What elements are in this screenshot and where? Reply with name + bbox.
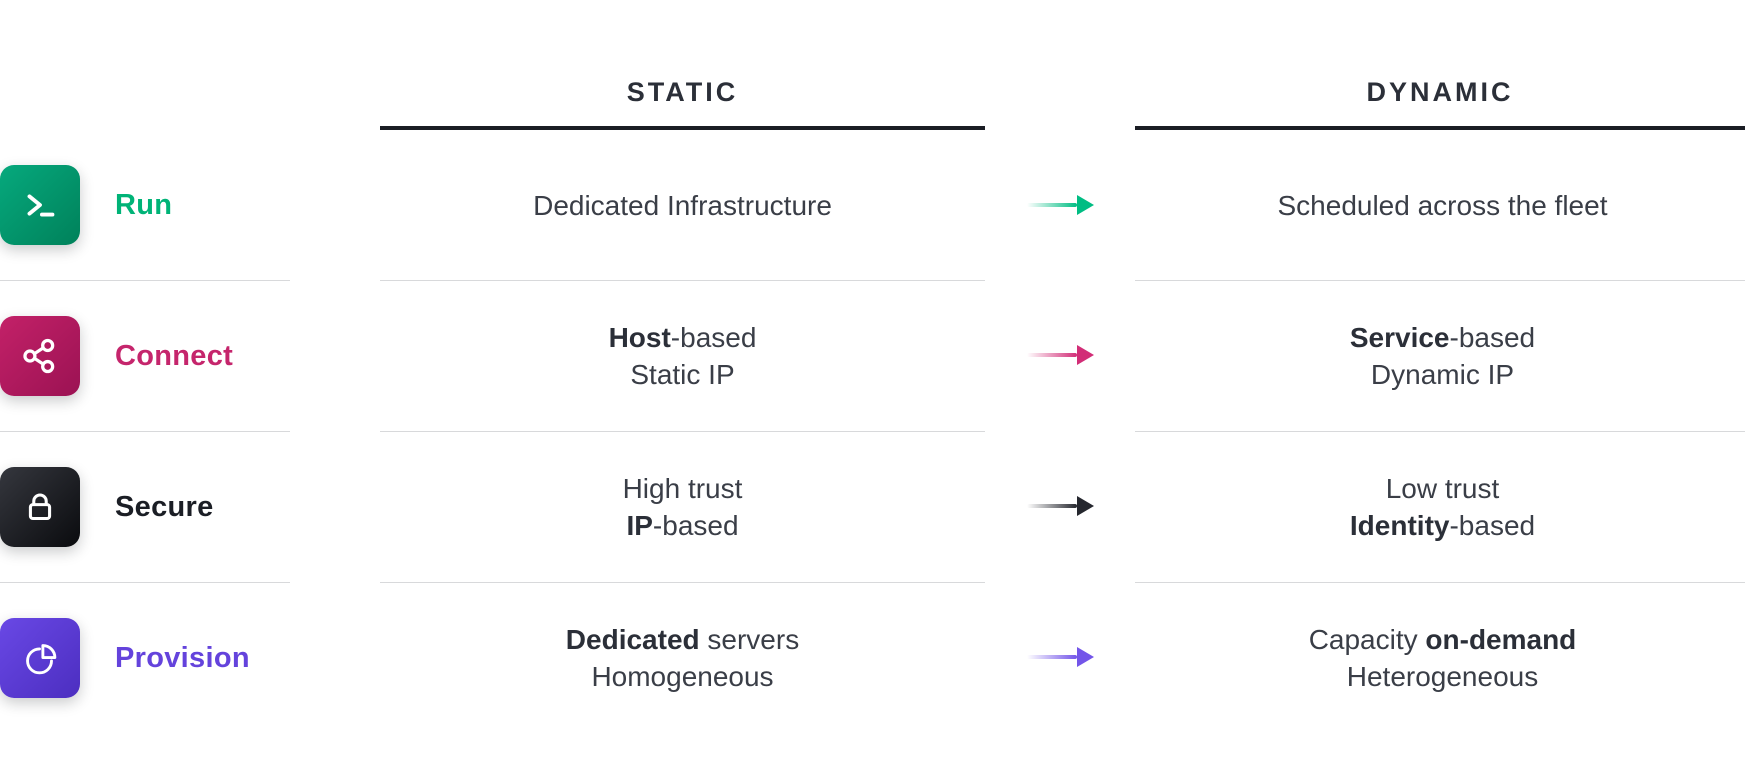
column-spacer	[290, 582, 380, 732]
secure-dynamic-line: Low trust	[1386, 470, 1500, 507]
bold-text-segment: Service	[1349, 322, 1450, 353]
text-segment: -based	[1449, 510, 1536, 541]
arrow-head	[1076, 647, 1094, 667]
bold-text-segment: Host	[608, 322, 671, 353]
row-connect-label-cell: Connect	[0, 280, 290, 431]
row-run-label-cell: Run	[0, 130, 290, 280]
connect-arrow-cell	[985, 280, 1135, 430]
arrow-tail	[1026, 203, 1077, 207]
header-spacer	[0, 50, 290, 130]
arrow-head	[1076, 496, 1094, 516]
connect-static-line: Static IP	[630, 356, 734, 393]
text-segment: Heterogeneous	[1346, 661, 1539, 692]
run-arrow-cell	[985, 130, 1135, 280]
row-label-run: Run	[115, 188, 173, 221]
arrow-tail	[1026, 353, 1077, 357]
connect-dynamic-line: Dynamic IP	[1371, 356, 1514, 393]
arrow-right-icon	[1026, 345, 1094, 365]
text-segment: servers	[699, 624, 800, 655]
arrow-head	[1076, 345, 1094, 365]
pie-chart-icon	[0, 618, 80, 698]
terminal-icon	[0, 165, 80, 245]
run-dynamic-line: Scheduled across the fleet	[1278, 187, 1608, 224]
provision-static-cell: Dedicated servers Homogeneous	[380, 582, 985, 733]
comparison-rows: Run Dedicated Infrastructure Scheduled acr…	[0, 130, 1752, 733]
provision-static-line: Homogeneous	[591, 658, 773, 695]
provision-dynamic-cell: Capacity on-demand Heterogeneous	[1135, 582, 1745, 733]
arrow-right-icon	[1026, 647, 1094, 667]
arrow-head	[1076, 195, 1094, 215]
comparison-row-run: Run Dedicated Infrastructure Scheduled acr…	[0, 130, 1752, 280]
share-icon	[0, 316, 80, 396]
dynamic-column-header: DYNAMIC	[1135, 50, 1745, 130]
provision-dynamic-line: Heterogeneous	[1347, 658, 1538, 695]
provision-arrow-cell	[985, 582, 1135, 732]
bold-text-segment: on-demand	[1425, 624, 1577, 655]
run-dynamic-cell: Scheduled across the fleet	[1135, 130, 1745, 280]
connect-static-line: Host-based	[609, 319, 757, 356]
text-segment: Low trust	[1385, 473, 1500, 504]
secure-dynamic-line: Identity-based	[1350, 507, 1535, 544]
row-provision-label-cell: Provision	[0, 582, 290, 733]
connect-static-cell: Host-based Static IP	[380, 280, 985, 431]
arrow-right-icon	[1026, 195, 1094, 215]
text-segment: -based	[652, 510, 739, 541]
column-spacer	[290, 431, 380, 581]
row-label-provision: Provision	[115, 641, 250, 674]
text-segment: Dedicated Infrastructure	[533, 189, 832, 221]
provision-dynamic-line: Capacity on-demand	[1309, 621, 1577, 658]
header-spacer	[290, 50, 380, 130]
arrow-tail	[1026, 655, 1077, 659]
text-segment: Static IP	[630, 359, 735, 390]
text-segment: Scheduled across the fleet	[1277, 189, 1608, 221]
run-static-line: Dedicated Infrastructure	[533, 187, 832, 224]
run-static-cell: Dedicated Infrastructure	[380, 130, 985, 280]
column-spacer	[290, 130, 380, 280]
secure-static-cell: High trust IP-based	[380, 431, 985, 582]
text-segment: Dynamic IP	[1370, 359, 1515, 390]
comparison-row-secure: Secure High trust IP-based Low trust Identit…	[0, 431, 1752, 582]
text-segment: Capacity	[1308, 624, 1426, 655]
bold-text-segment: Identity	[1349, 510, 1450, 541]
secure-arrow-cell	[985, 431, 1135, 581]
row-label-secure: Secure	[115, 490, 214, 523]
header-spacer	[985, 50, 1135, 130]
provision-static-line: Dedicated servers	[566, 621, 799, 658]
column-headers: STATIC DYNAMIC	[0, 50, 1752, 130]
comparison-row-provision: Provision Dedicated servers Homogeneous Cap…	[0, 582, 1752, 733]
text-segment: Homogeneous	[591, 661, 774, 692]
connect-dynamic-line: Service-based	[1350, 319, 1535, 356]
lock-icon	[0, 467, 80, 547]
row-label-connect: Connect	[115, 339, 234, 372]
static-column-header: STATIC	[380, 50, 985, 130]
bold-text-segment: Dedicated	[565, 624, 700, 655]
text-segment: -based	[1449, 322, 1536, 353]
arrow-tail	[1026, 504, 1077, 508]
bold-text-segment: IP	[626, 510, 653, 541]
secure-dynamic-cell: Low trust Identity-based	[1135, 431, 1745, 582]
dynamic-column-title: DYNAMIC	[1366, 77, 1514, 107]
comparison-row-connect: Connect Host-based Static IP Service-based D…	[0, 280, 1752, 431]
static-column-title: STATIC	[626, 77, 739, 107]
connect-dynamic-cell: Service-based Dynamic IP	[1135, 280, 1745, 431]
secure-static-line: High trust	[623, 470, 743, 507]
text-segment: -based	[670, 322, 757, 353]
secure-static-line: IP-based	[626, 507, 738, 544]
text-segment: High trust	[622, 473, 743, 504]
row-secure-label-cell: Secure	[0, 431, 290, 582]
arrow-right-icon	[1026, 496, 1094, 516]
column-spacer	[290, 280, 380, 430]
static-vs-dynamic-comparison: STATIC DYNAMIC Run Dedicated Infrastructu…	[0, 50, 1752, 733]
